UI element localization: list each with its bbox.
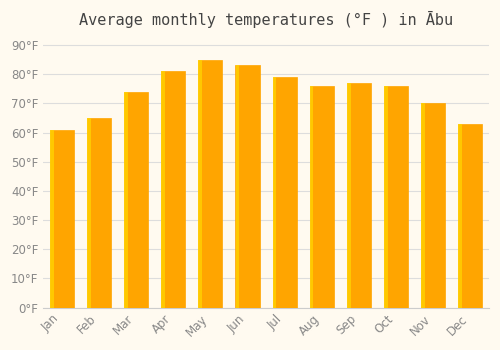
Title: Average monthly temperatures (°F ) in Ābu: Average monthly temperatures (°F ) in Āb… bbox=[79, 11, 453, 28]
Bar bbox=[310, 86, 314, 308]
Bar bbox=[347, 83, 350, 308]
Bar bbox=[87, 118, 90, 308]
Bar bbox=[384, 86, 408, 308]
Bar bbox=[124, 92, 128, 308]
Bar bbox=[236, 65, 260, 308]
Bar bbox=[161, 71, 186, 308]
Bar bbox=[421, 103, 446, 308]
Bar bbox=[272, 77, 296, 308]
Bar bbox=[198, 60, 202, 308]
Bar bbox=[236, 65, 239, 308]
Bar bbox=[347, 83, 371, 308]
Bar bbox=[422, 103, 425, 308]
Bar bbox=[310, 86, 334, 308]
Bar bbox=[50, 130, 74, 308]
Bar bbox=[458, 124, 462, 308]
Bar bbox=[87, 118, 111, 308]
Bar bbox=[198, 60, 222, 308]
Bar bbox=[272, 77, 276, 308]
Bar bbox=[162, 71, 165, 308]
Bar bbox=[50, 130, 53, 308]
Bar bbox=[458, 124, 482, 308]
Bar bbox=[124, 92, 148, 308]
Bar bbox=[384, 86, 388, 308]
